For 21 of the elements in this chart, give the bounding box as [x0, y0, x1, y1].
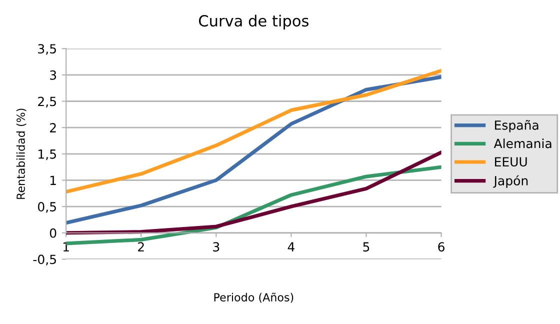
y-tick-label: 2: [50, 123, 56, 132]
legend-label: Alemania: [494, 138, 552, 148]
x-tick-label: 5: [363, 242, 370, 252]
y-tick-label: 3: [50, 70, 56, 80]
legend-label: EEUU: [495, 157, 527, 167]
x-tick-label: 2: [138, 242, 144, 252]
y-tick-label: 3,5: [38, 44, 56, 55]
y-tick-label: 1: [50, 176, 56, 185]
y-tick-label: 1,5: [38, 150, 56, 160]
y-axis-title: Rentabilidad (%): [16, 108, 26, 199]
x-tick-label: 6: [438, 242, 444, 252]
x-axis-title: Periodo (Años): [214, 292, 294, 303]
x-tick-label: 3: [213, 242, 220, 252]
y-tick-label: -0,5: [33, 254, 56, 266]
y-tick-label: 0: [50, 228, 56, 238]
y-tick-label: 2,5: [38, 96, 56, 108]
legend-label: España: [495, 120, 538, 132]
legend-label: Japón: [493, 175, 528, 188]
x-tick-label: 4: [288, 242, 294, 252]
y-tick-label: 0,5: [38, 202, 56, 213]
chart-title: Curva de tipos: [198, 14, 308, 30]
